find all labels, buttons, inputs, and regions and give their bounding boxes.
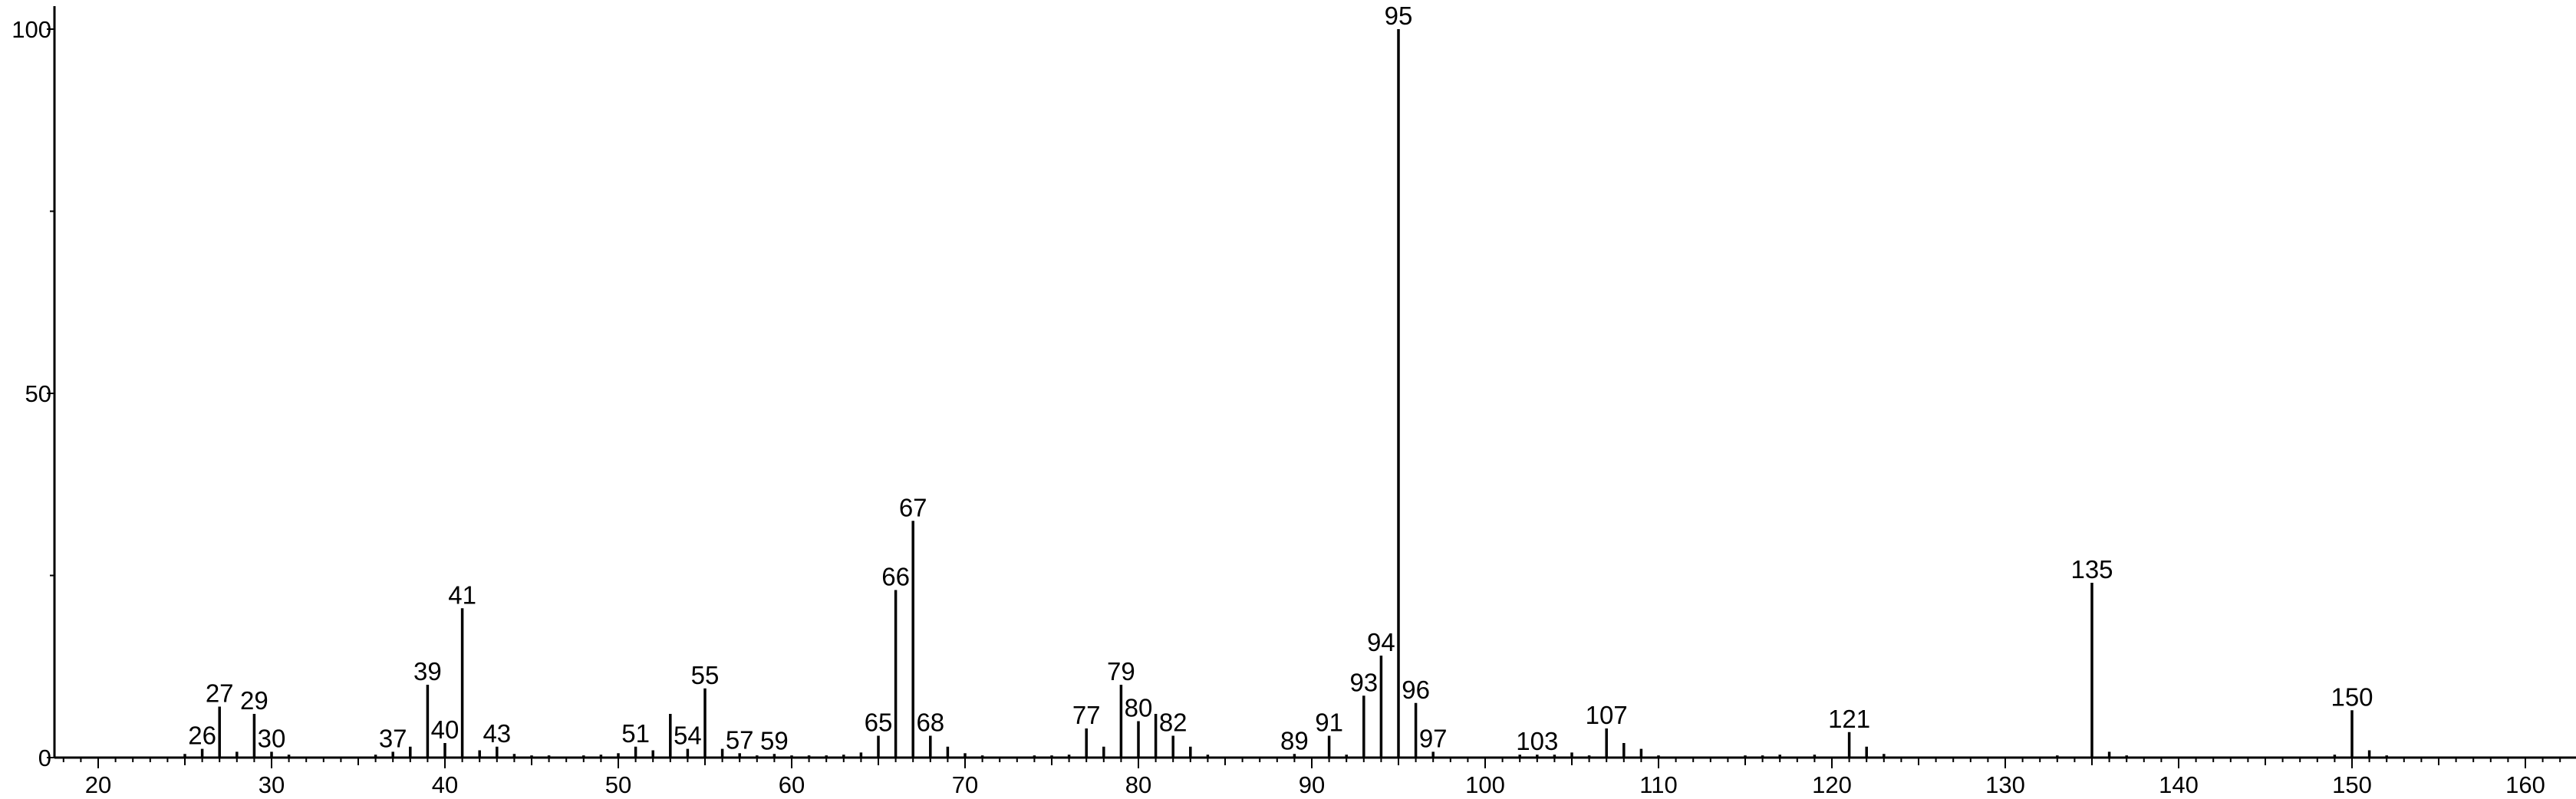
peak-label: 121 xyxy=(1828,705,1870,733)
peak-label: 39 xyxy=(413,657,442,686)
peak-label: 103 xyxy=(1516,727,1558,755)
peak-label: 95 xyxy=(1385,2,1413,30)
peak-label: 79 xyxy=(1107,657,1135,686)
peak-label: 97 xyxy=(1419,724,1448,752)
y-tick-label: 0 xyxy=(38,745,51,771)
x-tick-label: 30 xyxy=(259,771,285,798)
peak-label: 51 xyxy=(621,719,650,748)
peak-label: 41 xyxy=(448,580,476,609)
peak-label: 96 xyxy=(1402,676,1430,704)
x-tick-label: 70 xyxy=(952,771,978,798)
peak-label: 40 xyxy=(431,715,460,744)
x-tick-label: 100 xyxy=(1465,771,1505,798)
peak-label: 43 xyxy=(483,719,511,748)
x-tick-label: 20 xyxy=(85,771,111,798)
peak-label: 150 xyxy=(2331,682,2373,711)
peak-label: 26 xyxy=(188,722,216,750)
peak-label: 135 xyxy=(2070,555,2113,584)
x-tick-label: 140 xyxy=(2159,771,2199,798)
x-tick-label: 160 xyxy=(2505,771,2545,798)
x-tick-label: 110 xyxy=(1639,771,1677,798)
peak-label: 107 xyxy=(1586,701,1628,729)
peak-label: 93 xyxy=(1349,668,1378,696)
peak-label: 80 xyxy=(1125,694,1153,722)
x-tick-label: 50 xyxy=(605,771,631,798)
peak-label: 37 xyxy=(379,724,407,752)
peak-label: 30 xyxy=(258,724,286,752)
peak-label: 66 xyxy=(881,563,910,591)
peak-label: 77 xyxy=(1072,701,1101,729)
x-tick-label: 130 xyxy=(1985,771,2025,798)
peak-label: 68 xyxy=(916,709,944,737)
x-tick-label: 80 xyxy=(1125,771,1151,798)
peak-label: 54 xyxy=(674,722,702,750)
peak-label: 82 xyxy=(1159,709,1188,737)
x-tick-label: 150 xyxy=(2332,771,2372,798)
x-tick-label: 90 xyxy=(1299,771,1325,798)
x-tick-label: 40 xyxy=(432,771,458,798)
y-tick-label: 50 xyxy=(25,380,51,407)
peak-label: 89 xyxy=(1280,726,1309,755)
peak-label: 67 xyxy=(899,493,927,521)
peak-label: 55 xyxy=(691,661,720,689)
peak-label: 91 xyxy=(1315,709,1343,737)
x-tick-label: 120 xyxy=(1812,771,1852,798)
peak-label: 27 xyxy=(206,679,234,708)
peak-label: 57 xyxy=(726,725,754,754)
peak-label: 94 xyxy=(1367,628,1395,656)
x-tick-label: 60 xyxy=(779,771,805,798)
peak-label: 59 xyxy=(760,726,789,755)
y-tick-label: 100 xyxy=(12,16,51,43)
peak-label: 29 xyxy=(240,686,268,715)
peak-label: 65 xyxy=(865,709,893,737)
